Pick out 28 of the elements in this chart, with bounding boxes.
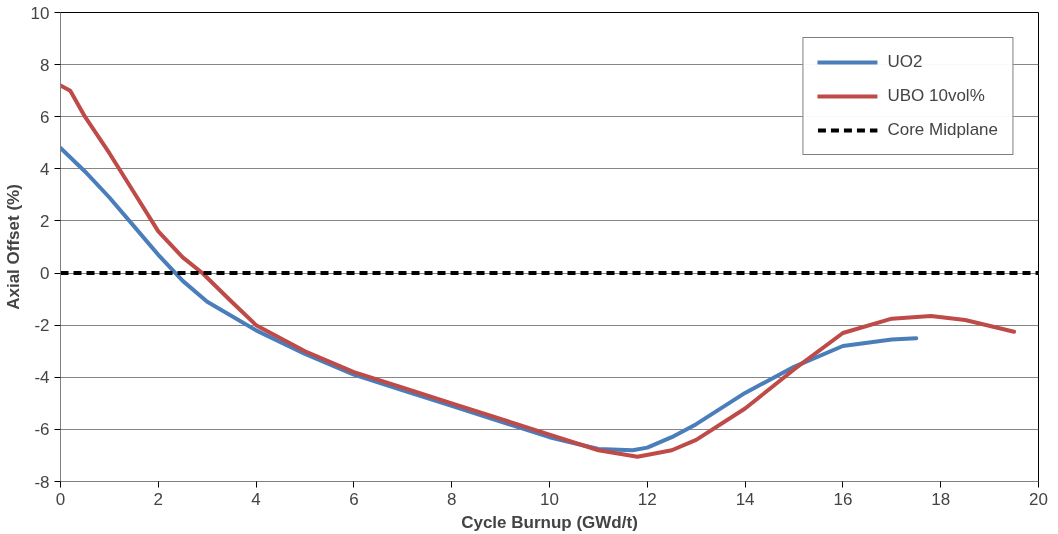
x-tick-label: 8 xyxy=(446,489,457,509)
y-tick-label: 10 xyxy=(30,3,50,23)
y-tick-label: -6 xyxy=(34,420,50,440)
legend-label: Core Midplane xyxy=(887,120,998,140)
legend-label: UO2 xyxy=(887,52,923,72)
x-tick-label: 12 xyxy=(637,489,657,509)
y-tick-label: 6 xyxy=(40,107,50,127)
x-tick-label: 10 xyxy=(540,489,559,509)
y-tick-label: -2 xyxy=(34,316,50,336)
x-tick-label: 4 xyxy=(251,489,261,509)
x-tick-label: 16 xyxy=(833,489,853,509)
x-tick-label: 20 xyxy=(1029,489,1048,509)
x-axis-title: Cycle Burnup (GWd/t) xyxy=(461,512,638,532)
line-series xyxy=(60,145,919,453)
y-tick-label: -4 xyxy=(34,368,50,388)
x-tick-label: 2 xyxy=(153,489,164,509)
y-tick-label: 0 xyxy=(40,264,50,284)
line-series xyxy=(60,83,1017,459)
x-tick-label: 18 xyxy=(931,489,951,509)
y-tick-label: 2 xyxy=(40,211,50,231)
y-tick-label: 4 xyxy=(40,159,50,179)
y-axis-title: Axial Offset (%) xyxy=(3,184,23,310)
legend-label: UBO 10vol% xyxy=(887,86,985,106)
y-tick-label: -8 xyxy=(34,472,50,492)
y-tick-label: 8 xyxy=(40,55,50,75)
x-tick-label: 6 xyxy=(349,489,359,509)
x-tick-label: 0 xyxy=(55,489,66,509)
x-tick-label: 14 xyxy=(735,489,755,509)
